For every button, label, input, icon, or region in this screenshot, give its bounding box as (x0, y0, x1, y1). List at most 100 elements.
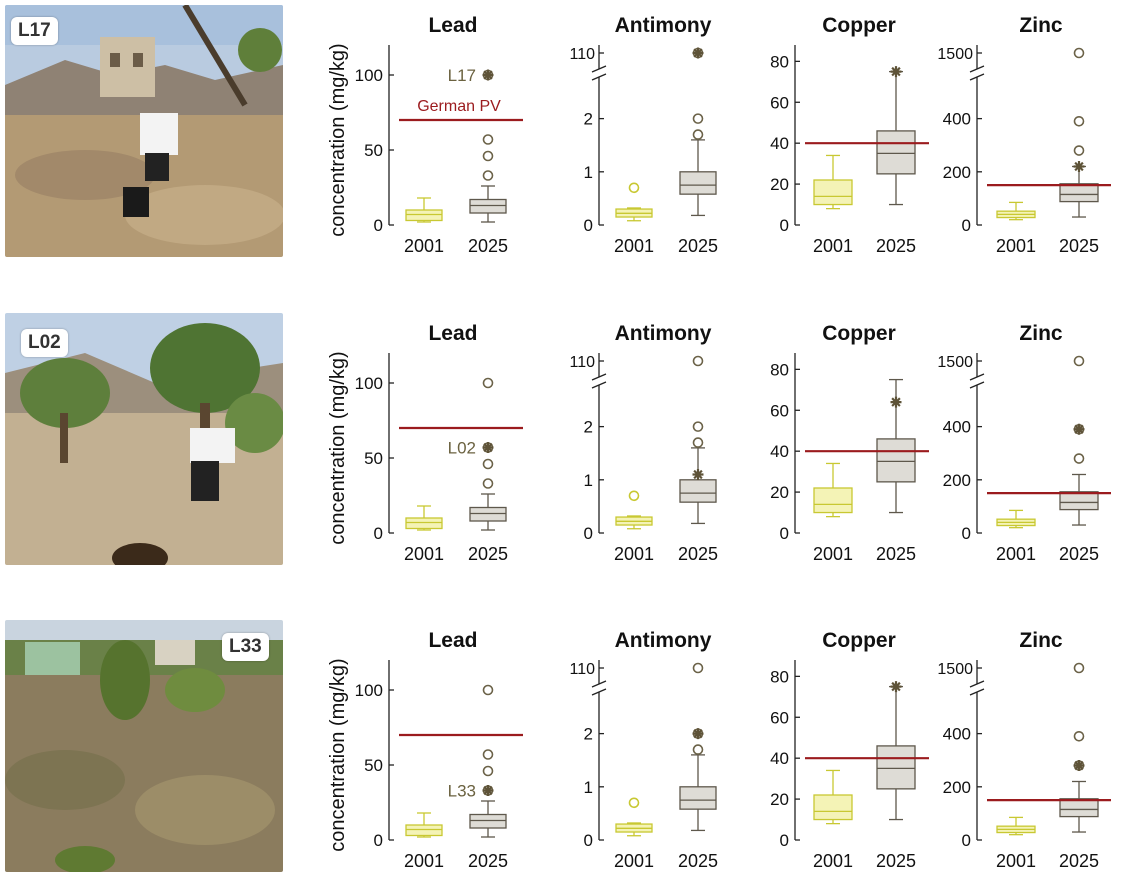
box-2001 (813, 179, 853, 206)
outlier-point (482, 478, 494, 489)
chart-title: Antimony (615, 14, 712, 37)
x-tick-label: 2001 (404, 544, 444, 564)
x-tick-label: 2025 (468, 236, 508, 256)
x-tick-label: 2001 (404, 236, 444, 256)
y-tick-label: 2 (584, 110, 593, 129)
outlier-point (1073, 453, 1085, 464)
site-marker-label: L02 (448, 439, 476, 458)
y-tick-label: 40 (770, 749, 789, 768)
site-marker (482, 785, 494, 796)
box-2025 (469, 813, 507, 829)
y-tick-label: 0 (584, 831, 593, 850)
site-marker (692, 468, 704, 480)
site-marker (890, 66, 902, 78)
axis-break-mark (969, 381, 985, 389)
site-marker (482, 69, 494, 81)
x-tick-label: 2025 (1059, 236, 1099, 256)
x-tick-label: 2025 (876, 236, 916, 256)
axis-break-mark (969, 65, 985, 73)
outlier-point (1073, 115, 1085, 127)
y-tick-label: 0 (584, 524, 593, 543)
outlier-point (1073, 730, 1085, 742)
site-marker (1073, 760, 1085, 772)
chart-title: Copper (822, 322, 896, 345)
y-tick-label: 0 (780, 524, 789, 543)
outlier-point (482, 765, 494, 777)
axis-break-mark (591, 373, 607, 381)
y-tick-label: 60 (770, 401, 789, 420)
site-label-badge: L17 (11, 17, 58, 45)
chart-title: Zinc (1019, 322, 1062, 345)
y-tick-label: 1 (584, 471, 593, 490)
y-tick-label: 110 (569, 354, 595, 371)
site-marker-label: L17 (448, 66, 476, 85)
x-tick-label: 2025 (678, 236, 718, 256)
site-marker (890, 681, 902, 693)
axis-break-mark (969, 73, 985, 81)
y-tick-label: 0 (374, 524, 383, 543)
axis-break-mark (591, 381, 607, 389)
y-tick-label: 2 (584, 725, 593, 744)
chart-title: Zinc (1019, 629, 1062, 652)
axis-break-mark (591, 73, 607, 81)
x-tick-label: 2001 (813, 851, 853, 871)
x-tick-label: 2001 (614, 236, 654, 256)
outlier-point (482, 684, 494, 696)
chart-title: Antimony (615, 322, 712, 345)
x-tick-label: 2025 (1059, 544, 1099, 564)
axis-break-mark (969, 373, 985, 381)
outlier-point (1073, 355, 1085, 367)
y-tick-label: 60 (770, 708, 789, 727)
box-2025 (1059, 798, 1099, 818)
site-marker (692, 728, 704, 740)
y-tick-label: 2 (584, 418, 593, 437)
outlier-point (692, 421, 704, 432)
y-tick-label: 100 (355, 374, 383, 393)
axis-break-mark (591, 688, 607, 696)
y-tick-label: 200 (943, 471, 971, 490)
axis-break-mark (591, 65, 607, 73)
axis-break-mark (969, 680, 985, 688)
y-tick-label: 400 (943, 418, 971, 437)
site-marker (1073, 423, 1085, 435)
site-label-badge: L02 (21, 329, 68, 357)
box-2025 (876, 745, 916, 790)
y-tick-label: 0 (584, 216, 593, 235)
y-tick-label: 200 (943, 778, 971, 797)
box-2025 (1059, 183, 1099, 203)
box-2025 (679, 171, 717, 195)
outlier-point (482, 150, 494, 162)
outlier-point (628, 490, 640, 502)
y-tick-label: 20 (770, 790, 789, 809)
y-tick-label: 400 (943, 725, 971, 744)
x-tick-label: 2001 (996, 236, 1036, 256)
y-tick-label: 110 (569, 46, 595, 63)
outlier-point (692, 129, 704, 140)
chart-title: Zinc (1019, 14, 1062, 37)
y-axis-title: concentration (mg/kg) (327, 43, 349, 236)
x-tick-label: 2001 (404, 851, 444, 871)
chart-title: Antimony (615, 629, 712, 652)
chart-title: Lead (428, 629, 477, 652)
axis-break-mark (969, 688, 985, 696)
outlier-point (482, 377, 494, 389)
y-tick-label: 80 (770, 52, 789, 71)
x-tick-label: 2001 (996, 851, 1036, 871)
box-2001 (813, 487, 853, 514)
outlier-point (482, 749, 494, 760)
y-tick-label: 0 (374, 216, 383, 235)
y-tick-label: 40 (770, 442, 789, 461)
box-2025 (679, 479, 717, 503)
x-tick-label: 2025 (876, 851, 916, 871)
outlier-point (692, 662, 704, 674)
overgrown-site-illustration (5, 620, 283, 872)
y-tick-label: 0 (780, 216, 789, 235)
x-tick-label: 2025 (876, 544, 916, 564)
chart-title: Copper (822, 629, 896, 652)
y-tick-label: 100 (355, 681, 383, 700)
outlier-point (628, 797, 640, 809)
box-2025 (876, 130, 916, 175)
y-tick-label: 100 (355, 66, 383, 85)
box-2025 (1059, 491, 1099, 511)
